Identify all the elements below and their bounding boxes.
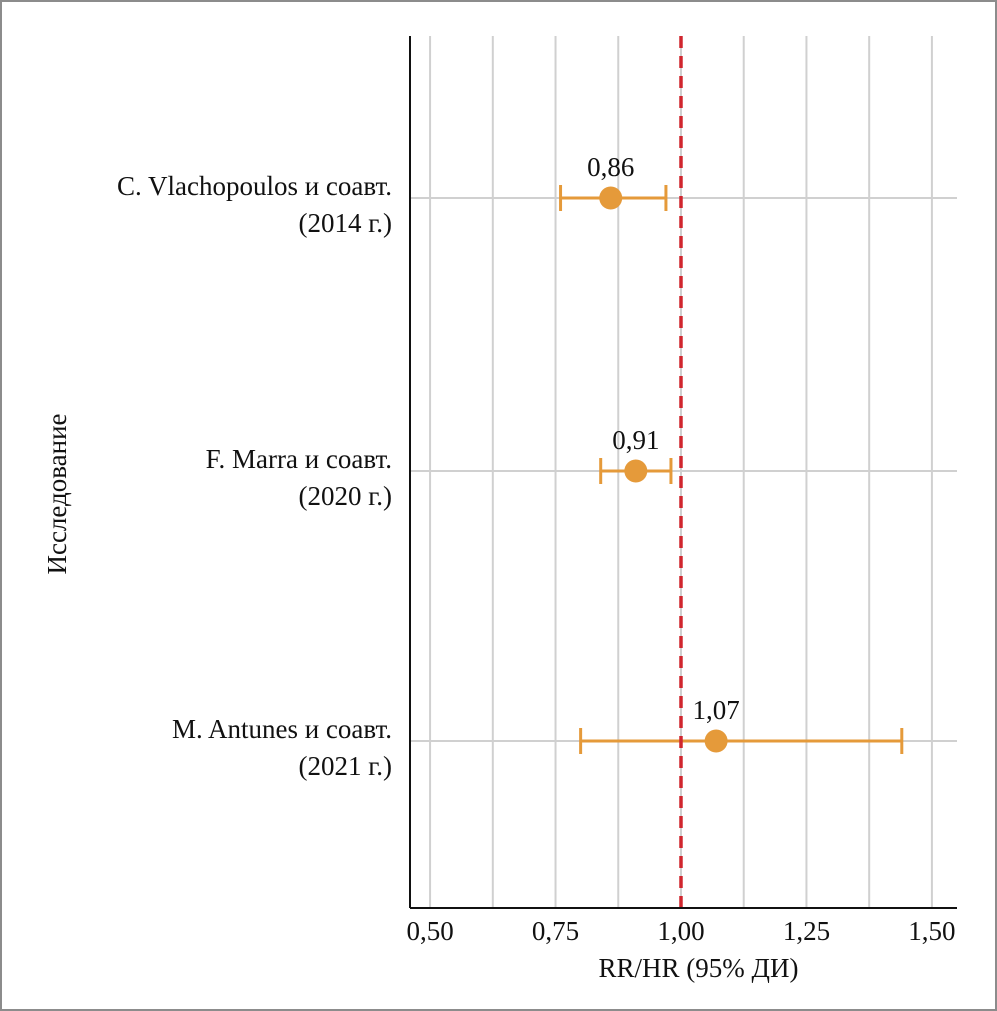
study-year: (2020 г.) (298, 481, 392, 511)
x-tick-label: 1,00 (657, 916, 704, 946)
estimate-label: 0,86 (587, 152, 634, 182)
y-axis-title: Исследование (42, 413, 72, 574)
study-layer: 0,86 C. Vlachopoulos и соавт. (2014 г.) 0,9… (117, 152, 904, 781)
grid-layer (410, 36, 957, 908)
axis-layer: 0,50 0,75 1,00 1,25 1,50 (406, 36, 957, 946)
estimate-point (704, 729, 728, 753)
estimate-point (599, 186, 623, 210)
estimate-point (624, 459, 648, 483)
study-name: F. Marra и соавт. (206, 444, 392, 474)
study-name: M. Antunes и соавт. (172, 714, 392, 744)
study-year: (2014 г.) (298, 208, 392, 238)
x-tick-label: 0,75 (532, 916, 579, 946)
x-tick-label: 1,50 (908, 916, 955, 946)
estimate-label: 0,91 (612, 425, 659, 455)
x-tick-label: 0,50 (406, 916, 453, 946)
x-tick-label: 1,25 (783, 916, 830, 946)
estimate-label: 1,07 (692, 695, 739, 725)
study-name: C. Vlachopoulos и соавт. (117, 171, 392, 201)
study-year: (2021 г.) (298, 751, 392, 781)
x-axis-title: RR/HR (95% ДИ) (599, 953, 799, 983)
